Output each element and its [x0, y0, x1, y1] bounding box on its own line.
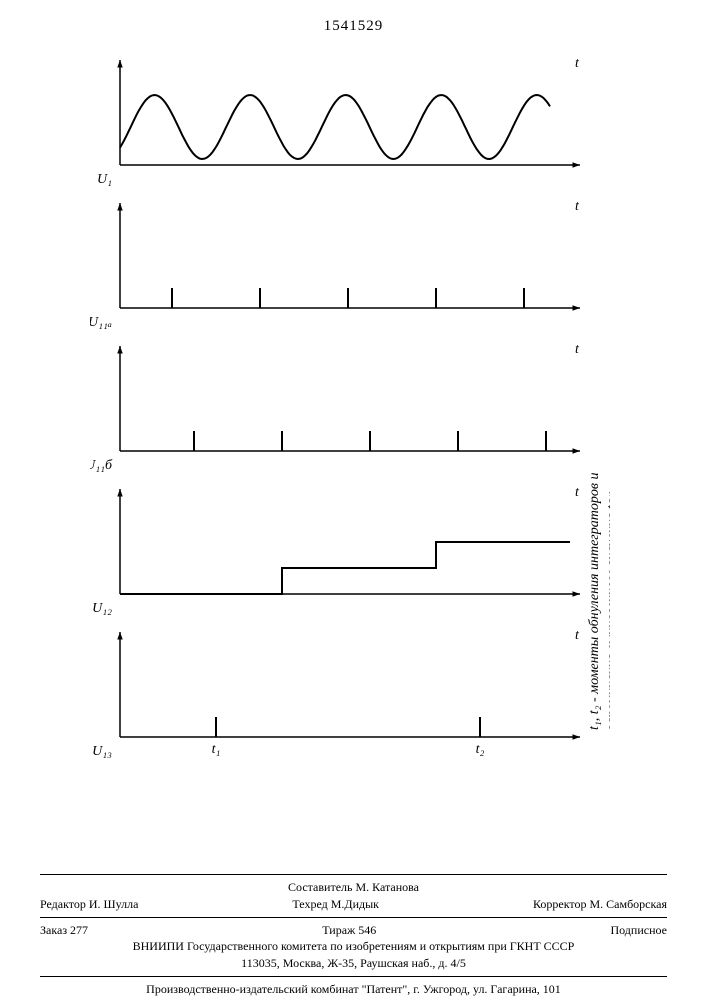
svg-text:t₂: t₂	[476, 742, 485, 757]
order-line: Заказ 277	[40, 922, 88, 939]
editor-line: Редактор И. Шулла	[40, 896, 138, 913]
svg-text:U₁: U₁	[97, 172, 112, 187]
org-line1: ВНИИПИ Государственного комитета по изоб…	[40, 938, 667, 955]
org-line2: 113035, Москва, Ж-35, Раушская наб., д. …	[40, 955, 667, 972]
svg-text:t₁: t₁	[212, 742, 221, 757]
svg-text:t: t	[575, 199, 580, 214]
page: 1541529 U₁ t U₁₁ₐ t U₁₁б t U₁₂ t U₁₃ t t₁ t₂ t₁, t₂ …	[0, 0, 707, 1000]
doc-number: 1541529	[0, 18, 707, 35]
corrector-line: Корректор М. Самборская	[533, 896, 667, 913]
svg-text:t: t	[575, 56, 580, 71]
svg-text:U₁₃: U₁₃	[92, 744, 112, 759]
svg-text:U₁₁б: U₁₁б	[90, 458, 113, 473]
svg-text:t₁, t₂ - моменты обнуления инт: t₁, t₂ - моменты обнуления интеграторов …	[587, 473, 602, 730]
subscription-line: Подписное	[610, 922, 667, 939]
svg-text:t: t	[575, 342, 580, 357]
timing-diagram: U₁ t U₁₁ₐ t U₁₁б t U₁₂ t U₁₃ t t₁ t₂ t₁, t₂ - момент…	[90, 55, 610, 845]
printer-line: Производственно-издательский комбинат "П…	[40, 981, 667, 998]
tirage-line: Тираж 546	[322, 922, 376, 939]
svg-text:U₁₂: U₁₂	[92, 601, 112, 616]
svg-text:t: t	[575, 628, 580, 643]
svg-text:t: t	[575, 485, 580, 500]
svg-text:U₁₁ₐ: U₁₁ₐ	[90, 315, 112, 330]
techred-line: Техред М.Дидык	[292, 896, 379, 913]
footer-block: Составитель М. Катанова Редактор И. Шулл…	[40, 870, 667, 998]
svg-text:запоминания вычисленного значе: запоминания вычисленного значения tgφ	[605, 490, 610, 731]
compiler-line: Составитель М. Катанова	[40, 879, 667, 896]
